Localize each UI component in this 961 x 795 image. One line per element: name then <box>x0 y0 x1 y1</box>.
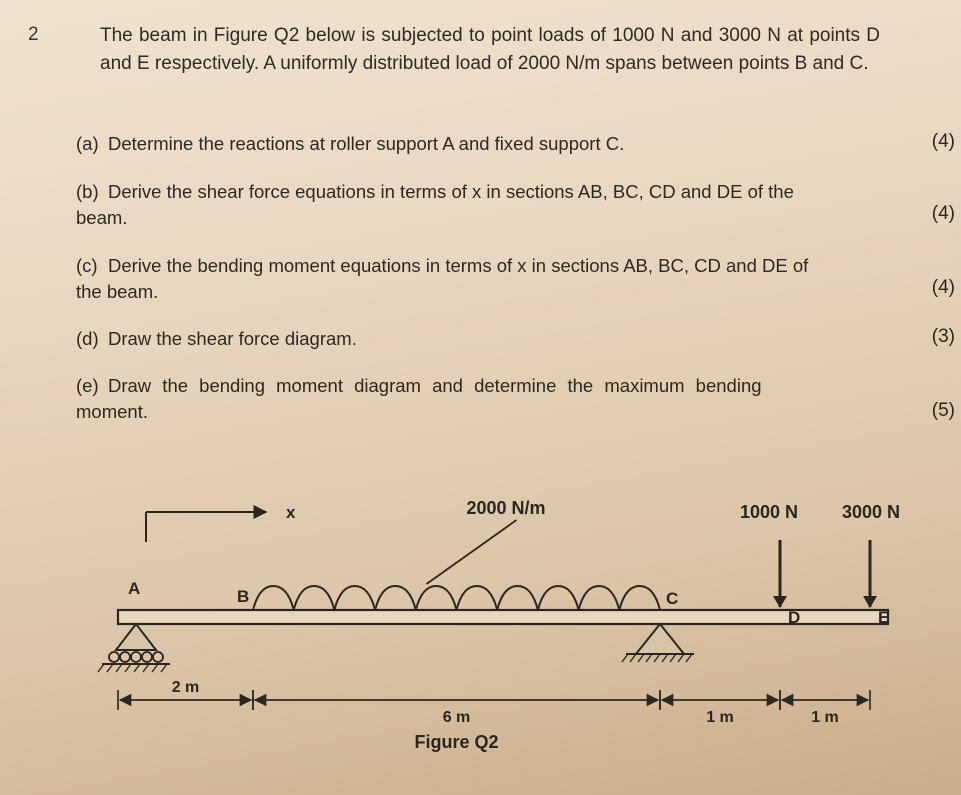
svg-text:1 m: 1 m <box>811 709 839 726</box>
part-d-label: (d) <box>76 326 108 352</box>
part-a: (a)Determine the reactions at roller sup… <box>76 131 836 157</box>
svg-text:2 m: 2 m <box>172 679 200 696</box>
part-d-text: Draw the shear force diagram. <box>108 328 357 349</box>
part-e-marks: (5) <box>932 400 955 422</box>
part-c: (c)Derive the bending moment equations i… <box>76 253 836 306</box>
page: 2 The beam in Figure Q2 below is subject… <box>0 0 961 795</box>
svg-text:x: x <box>286 503 296 522</box>
figure-svg: x 2000 N/m A B C D E 1000 N 3000 N 2 m 6 m 1 m 1 m Fi… <box>40 490 920 790</box>
question-number: 2 <box>28 24 39 46</box>
svg-text:1 m: 1 m <box>706 709 734 726</box>
part-e-text: Draw the bending moment diagram and dete… <box>76 375 762 422</box>
part-c-label: (c) <box>76 253 108 279</box>
svg-text:C: C <box>666 589 678 608</box>
part-d-marks: (3) <box>932 326 955 348</box>
part-e: (e)Draw the bending moment diagram and d… <box>76 373 836 426</box>
part-b: (b)Derive the shear force equations in t… <box>76 179 836 232</box>
svg-text:D: D <box>788 608 800 627</box>
part-d: (d)Draw the shear force diagram. <box>76 326 836 352</box>
part-b-label: (b) <box>76 179 108 205</box>
part-e-label: (e) <box>76 373 108 399</box>
svg-text:B: B <box>237 587 249 606</box>
figure-q2: x 2000 N/m A B C D E 1000 N 3000 N 2 m 6 m 1 m 1 m Fi… <box>40 490 920 790</box>
part-a-text: Determine the reactions at roller suppor… <box>108 133 624 154</box>
svg-text:Figure Q2: Figure Q2 <box>414 732 498 752</box>
svg-text:3000 N: 3000 N <box>842 502 900 522</box>
part-b-text: Derive the shear force equations in term… <box>76 181 794 228</box>
part-a-marks: (4) <box>932 131 955 153</box>
part-b-marks: (4) <box>932 203 955 225</box>
svg-text:A: A <box>128 579 140 598</box>
svg-text:2000 N/m: 2000 N/m <box>467 498 546 518</box>
part-c-text: Derive the bending moment equations in t… <box>76 255 808 302</box>
question-intro: The beam in Figure Q2 below is subjected… <box>100 22 880 77</box>
part-c-marks: (4) <box>932 277 955 299</box>
svg-text:6 m: 6 m <box>443 709 471 726</box>
part-a-label: (a) <box>76 131 108 157</box>
svg-text:E: E <box>878 608 889 627</box>
svg-text:1000 N: 1000 N <box>740 502 798 522</box>
